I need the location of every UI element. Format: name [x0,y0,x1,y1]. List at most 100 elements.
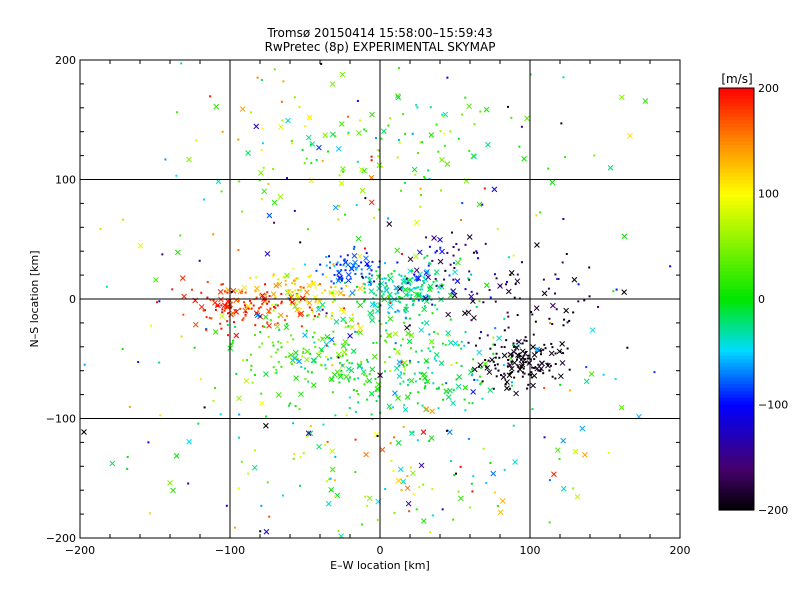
x-axis-label: E–W location [km] [330,559,430,572]
data-point-dot [418,486,421,489]
colorbar-segment [719,393,754,399]
data-point-dot [356,266,359,269]
data-point-dot [422,483,425,486]
data-point-dot [221,311,224,314]
data-point-dot [385,329,388,332]
data-point-dot [419,293,422,296]
data-point-dot [275,368,278,371]
data-point-cross [397,466,404,473]
data-point-dot [365,130,368,133]
data-point-dot [238,180,241,183]
data-point-dot [392,469,395,472]
data-point-dot [270,304,273,307]
data-point-dot [331,311,334,314]
data-point-cross [491,186,498,193]
data-point-dot [287,404,290,407]
data-point-dot [256,310,259,313]
data-point-cross [243,378,250,384]
data-point-cross [345,271,352,278]
data-point-dot [459,257,462,260]
data-point-cross [427,286,433,293]
data-point-dot [268,311,271,314]
colorbar-segment [719,225,754,230]
data-point-cross [387,303,394,310]
data-point-cross [524,115,530,122]
data-point-dot [455,472,458,475]
data-point-cross [224,303,231,310]
data-point-dot [399,382,402,385]
data-point-cross [618,404,625,411]
data-point-dot [428,177,431,180]
data-point-dot [337,269,340,272]
data-point-dot [302,286,305,289]
data-point-dot [470,273,473,276]
data-point-dot [370,282,373,285]
data-point-cross [338,306,345,312]
data-point-dot [521,342,524,345]
data-point-dot [516,358,519,361]
colorbar-segment [719,488,754,494]
data-point-dot [206,296,209,299]
data-point-cross [554,447,561,454]
data-point-dot [328,378,331,381]
data-point-dot [289,298,292,301]
data-point-dot [542,278,545,281]
data-point-dot [245,359,248,362]
data-point-cross [333,318,340,325]
data-point-dot [362,276,365,279]
data-point-dot [499,284,502,287]
colorbar-segment [719,140,754,145]
data-point-cross [439,156,445,163]
data-point-cross [304,348,311,355]
data-point-cross [81,429,87,435]
data-point-dot [351,362,354,365]
colorbar-segment [719,502,754,508]
data-point-dot [250,302,253,305]
data-point-cross [379,446,386,453]
data-point-dot [325,344,328,347]
colorbar-segment [719,492,754,497]
data-point-dot [274,295,277,298]
data-point-dot [492,352,495,355]
data-point-dot [529,358,532,361]
data-point-dot [559,383,562,386]
data-point-dot [360,272,363,275]
y-tick-label: 200 [55,54,76,67]
data-point-dot [385,284,388,287]
data-point-dot [421,404,424,407]
data-point-cross [405,500,412,507]
data-point-dot [424,385,427,388]
data-point-cross [192,321,199,328]
data-point-cross [198,304,205,310]
data-point-cross [261,188,268,195]
data-point-dot [330,314,333,317]
data-point-dot [549,364,552,367]
data-point-dot [338,381,341,384]
colorbar-segment [719,204,754,209]
data-point-cross [410,470,416,477]
data-point-dot [210,317,213,320]
data-point-dot [322,423,325,426]
data-point-dot [371,260,374,263]
colorbar-segment [719,253,754,258]
data-point-cross [345,366,352,372]
data-point-dot [345,414,348,417]
data-point-cross [292,349,299,356]
data-point-cross [511,359,518,366]
colorbar-tick-label: 0 [758,293,765,306]
data-point-dot [348,407,351,410]
data-point-dot [455,242,458,245]
colorbar-segment [719,386,754,392]
data-point-dot [386,217,389,220]
data-point-dot [305,329,308,332]
data-point-dot [377,306,380,309]
colorbar-segment [719,327,754,332]
data-point-cross [531,372,538,379]
data-point-dot [562,76,565,79]
data-point-dot [226,334,229,337]
data-point-dot [363,298,366,301]
data-point-dot [309,143,312,146]
data-point-dot [512,342,515,345]
data-point-dot [158,361,161,364]
data-point-dot [234,325,237,328]
